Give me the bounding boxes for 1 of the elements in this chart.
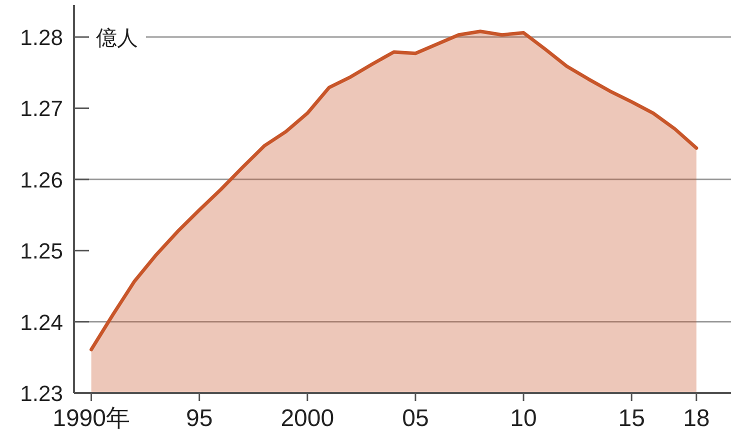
ylabel: 億人 xyxy=(96,27,138,50)
